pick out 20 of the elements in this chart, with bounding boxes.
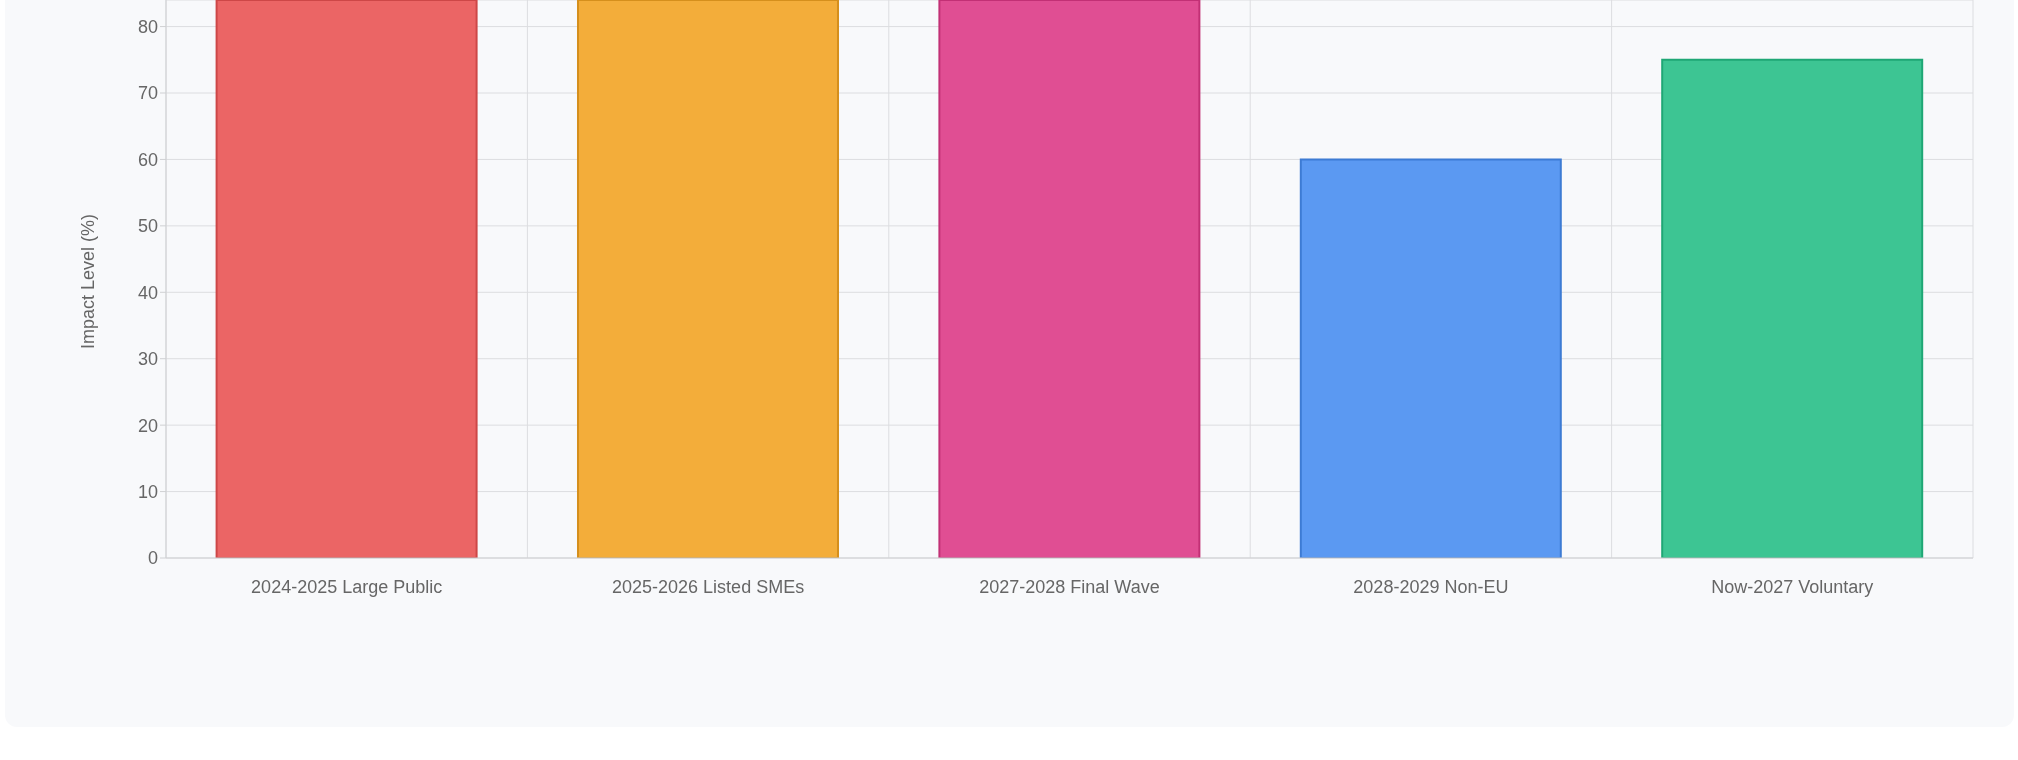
y-tick-label: 20 bbox=[137, 415, 158, 436]
y-tick-label: 10 bbox=[137, 481, 158, 502]
y-axis-title: Impact Level (%) bbox=[78, 213, 99, 349]
y-tick-label: 60 bbox=[137, 149, 158, 170]
x-tick-label: 2025-2026 Listed SMEs bbox=[612, 576, 805, 597]
y-tick-label: 70 bbox=[137, 83, 158, 104]
y-tick-label: 30 bbox=[137, 349, 158, 370]
bar bbox=[215, 0, 478, 558]
bar bbox=[1661, 58, 1924, 558]
y-tick-label: 50 bbox=[137, 216, 158, 237]
x-tick-label: 2024-2025 Large Public bbox=[251, 576, 443, 597]
y-tick-label: 80 bbox=[137, 16, 158, 37]
bar bbox=[1299, 158, 1562, 558]
x-tick-label: 2027-2028 Final Wave bbox=[979, 576, 1160, 597]
x-tick-label: 2028-2029 Non-EU bbox=[1353, 576, 1509, 597]
bar bbox=[938, 0, 1201, 558]
bar bbox=[577, 0, 839, 558]
y-tick-label: 40 bbox=[137, 282, 158, 303]
x-tick-label: Now-2027 Voluntary bbox=[1711, 576, 1874, 597]
y-tick-label: 0 bbox=[147, 548, 158, 569]
